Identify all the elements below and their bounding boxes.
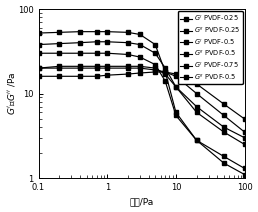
$G''$ PVDF-0.5 bbox=[174, 73, 178, 75]
$G'$ PVDF-0.5 bbox=[58, 52, 61, 54]
$G'$ PVDF-0.5 bbox=[37, 52, 40, 54]
$G'$ PVDF-0.75 bbox=[139, 67, 142, 69]
$G'$ PVDF-0.75 bbox=[126, 67, 130, 69]
$G''$ PVDF-0.5 bbox=[243, 118, 246, 120]
$G'$ PVDF-0.25 bbox=[58, 31, 61, 34]
$G'$ PVDF-0.5 bbox=[126, 53, 130, 56]
$G''$ PVDF-0.5 bbox=[58, 75, 61, 78]
$G''$ PVDF-0.25 bbox=[243, 143, 246, 146]
$G''$ PVDF-0.5 bbox=[222, 103, 225, 105]
$G'$ PVDF-0.75 bbox=[174, 75, 178, 78]
$G'$ PVDF-0.5 bbox=[95, 52, 98, 54]
$G''$ PVDF-0.5 bbox=[154, 71, 157, 73]
$G''$ PVDF-0.5 bbox=[139, 65, 142, 68]
$G''$ PVDF-0.5 bbox=[106, 74, 109, 77]
Line: $G''$ PVDF-0.25: $G''$ PVDF-0.25 bbox=[36, 40, 247, 147]
$G''$ PVDF-0.25 bbox=[58, 42, 61, 45]
$G''$ PVDF-0.5 bbox=[78, 65, 82, 68]
$G'$ PVDF-0.5 bbox=[154, 63, 157, 66]
$G'$ PVDF-0.25 bbox=[37, 32, 40, 34]
$G'$ PVDF-0.5 bbox=[106, 52, 109, 54]
$G'$ PVDF-0.75 bbox=[154, 69, 157, 71]
$G'$ PVDF-0.75 bbox=[243, 131, 246, 133]
$G''$ PVDF-0.5 bbox=[106, 65, 109, 68]
$G''$ PVDF-0.5 bbox=[195, 83, 198, 85]
Y-axis label: $G'$、$G''$ /Pa: $G'$、$G''$ /Pa bbox=[6, 72, 17, 115]
$G'$ PVDF-0.75 bbox=[195, 92, 198, 95]
$G''$ PVDF-0.5 bbox=[95, 65, 98, 68]
$G'$ PVDF-0.75 bbox=[78, 67, 82, 69]
$G'$ PVDF-0.25 bbox=[78, 30, 82, 33]
$G''$ PVDF-0.25 bbox=[139, 43, 142, 46]
$G'$ PVDF-0.5 bbox=[195, 139, 198, 142]
$G''$ PVDF-0.5 bbox=[78, 75, 82, 78]
$G''$ PVDF-0.5 bbox=[37, 75, 40, 78]
Line: $G'$ PVDF-0.75: $G'$ PVDF-0.75 bbox=[36, 66, 247, 134]
$G'$ PVDF-0.25 bbox=[106, 30, 109, 33]
$G'$ PVDF-0.75 bbox=[58, 67, 61, 69]
$G'$ PVDF-0.5 bbox=[139, 56, 142, 58]
Line: $G'$ PVDF-0.5: $G'$ PVDF-0.5 bbox=[36, 51, 247, 171]
$G''$ PVDF-0.5 bbox=[222, 126, 225, 128]
$G'$ PVDF-0.25 bbox=[154, 43, 157, 46]
Line: $G''$ PVDF-0.5: $G''$ PVDF-0.5 bbox=[36, 64, 247, 140]
$G''$ PVDF-0.25 bbox=[37, 43, 40, 46]
$G''$ PVDF-0.5 bbox=[243, 137, 246, 139]
$G'$ PVDF-0.25 bbox=[126, 31, 130, 34]
$G''$ PVDF-0.25 bbox=[95, 40, 98, 43]
$G''$ PVDF-0.25 bbox=[126, 41, 130, 44]
$G'$ PVDF-0.25 bbox=[95, 30, 98, 33]
$G''$ PVDF-0.25 bbox=[195, 111, 198, 114]
$G'$ PVDF-0.75 bbox=[106, 67, 109, 69]
$G'$ PVDF-0.75 bbox=[222, 114, 225, 117]
$G'$ PVDF-0.75 bbox=[95, 67, 98, 69]
$G'$ PVDF-0.5 bbox=[243, 167, 246, 170]
$G''$ PVDF-0.5 bbox=[37, 67, 40, 69]
$G''$ PVDF-0.5 bbox=[126, 65, 130, 68]
$G'$ PVDF-0.75 bbox=[164, 71, 167, 73]
Line: $G''$ PVDF-0.5: $G''$ PVDF-0.5 bbox=[36, 70, 247, 121]
$G''$ PVDF-0.25 bbox=[154, 52, 157, 54]
$G'$ PVDF-0.5 bbox=[174, 114, 178, 117]
X-axis label: 应力/Pa: 应力/Pa bbox=[130, 197, 154, 206]
$G''$ PVDF-0.5 bbox=[58, 65, 61, 68]
$G''$ PVDF-0.25 bbox=[222, 131, 225, 133]
$G'$ PVDF-0.25 bbox=[139, 33, 142, 36]
$G''$ PVDF-0.5 bbox=[95, 75, 98, 78]
$G'$ PVDF-0.25 bbox=[222, 162, 225, 165]
$G''$ PVDF-0.5 bbox=[126, 73, 130, 75]
$G''$ PVDF-0.5 bbox=[164, 71, 167, 73]
$G''$ PVDF-0.25 bbox=[106, 40, 109, 43]
$G''$ PVDF-0.25 bbox=[164, 67, 167, 69]
$G'$ PVDF-0.25 bbox=[195, 139, 198, 142]
$G'$ PVDF-0.25 bbox=[174, 111, 178, 114]
$G'$ PVDF-0.5 bbox=[164, 80, 167, 82]
$G'$ PVDF-0.5 bbox=[222, 155, 225, 158]
$G''$ PVDF-0.5 bbox=[195, 105, 198, 108]
$G'$ PVDF-0.75 bbox=[37, 67, 40, 69]
Line: $G'$ PVDF-0.25: $G'$ PVDF-0.25 bbox=[36, 29, 247, 177]
$G''$ PVDF-0.5 bbox=[174, 86, 178, 88]
$G''$ PVDF-0.5 bbox=[139, 72, 142, 74]
$G''$ PVDF-0.25 bbox=[174, 86, 178, 88]
$G''$ PVDF-0.25 bbox=[78, 41, 82, 44]
$G'$ PVDF-0.5 bbox=[78, 52, 82, 54]
$G'$ PVDF-0.25 bbox=[164, 71, 167, 73]
Legend: $G'$ PVDF-0.25, $G''$ PVDF-0.25, $G'$ PVDF-0.5, $G''$ PVDF-0.5, $G'$ PVDF-0.75, : $G'$ PVDF-0.25, $G''$ PVDF-0.25, $G'$ PV… bbox=[178, 11, 243, 84]
$G''$ PVDF-0.5 bbox=[154, 67, 157, 69]
$G'$ PVDF-0.25 bbox=[243, 173, 246, 176]
$G''$ PVDF-0.5 bbox=[164, 73, 167, 75]
